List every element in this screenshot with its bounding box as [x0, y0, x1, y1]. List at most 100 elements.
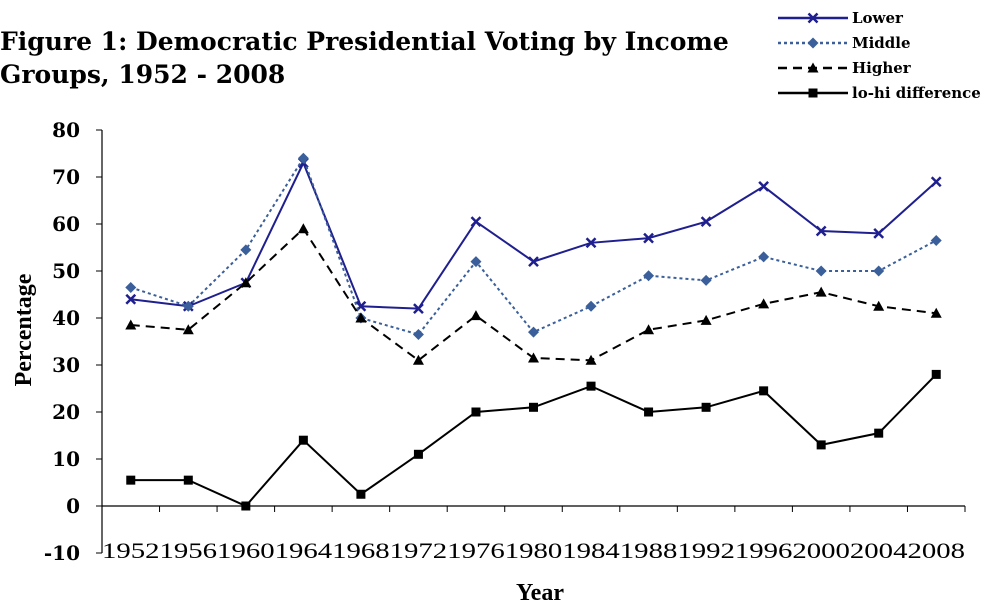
x-axis-label: Year: [516, 580, 564, 603]
data-point-square: [126, 475, 136, 485]
data-point-triangle: [758, 298, 770, 309]
data-point-square: [356, 489, 366, 499]
x-tick-label: 1996: [735, 538, 793, 563]
legend-item: Middle: [778, 34, 911, 52]
data-point-x: [643, 232, 654, 244]
data-point-square: [413, 449, 423, 459]
x-tick-label: 1976: [447, 538, 505, 563]
data-point-diamond: [528, 326, 539, 338]
data-point-square: [529, 402, 538, 412]
legend-label: lo-hi difference: [852, 84, 981, 102]
data-point-x: [758, 181, 770, 192]
data-point-triangle: [240, 277, 252, 288]
x-tick-label: 1992: [677, 538, 735, 563]
legend-item: Lower: [778, 9, 904, 27]
axes: -10 0 10 20 30 40 50 60 70 80 1952 1956 1960 1964 1968…: [44, 118, 966, 565]
legend-item: Higher: [778, 59, 912, 77]
data-point-triangle: [585, 354, 597, 365]
data-point-x: [873, 228, 885, 239]
data-point-square: [298, 435, 308, 445]
y-tick-label: 20: [52, 400, 80, 424]
data-point-x: [470, 216, 482, 228]
x-tick-label: 1968: [332, 538, 390, 563]
series-higher: [125, 223, 942, 365]
y-tick-label: -10: [44, 541, 80, 565]
x-tick-label: 1984: [562, 538, 620, 563]
data-point-square: [471, 407, 481, 417]
data-point-triangle: [470, 310, 482, 321]
legend-item: lo-hi difference: [778, 84, 981, 102]
data-point-diamond: [470, 256, 482, 268]
x-tick-label: 1960: [217, 538, 275, 563]
data-point-diamond: [873, 265, 885, 277]
legend-label: Middle: [852, 34, 911, 52]
data-point-triangle: [643, 324, 655, 335]
series-line: [130, 227, 937, 362]
y-tick-label: 10: [52, 447, 80, 471]
data-point-diamond: [182, 300, 194, 312]
y-tick-label: 80: [52, 118, 80, 142]
data-point-square: [931, 369, 941, 379]
data-point-x: [585, 237, 597, 249]
data-point-diamond: [240, 244, 252, 256]
data-point-triangle: [125, 319, 137, 330]
x-tick-label: 2004: [850, 538, 908, 563]
x-tick-label: 2008: [907, 538, 965, 563]
data-point-square: [874, 428, 884, 438]
chart-title-line-1: Figure 1: Democratic Presidential Voting…: [0, 27, 729, 56]
x-tick-label: 1980: [505, 538, 563, 563]
x-tick-label: 1956: [160, 538, 218, 563]
series-line: [130, 155, 937, 336]
x-tick-label: 1952: [102, 538, 160, 563]
data-point-triangle: [412, 354, 424, 365]
data-point-triangle: [700, 314, 712, 325]
legend-label: Lower: [852, 9, 904, 27]
data-point-triangle: [182, 324, 194, 335]
y-tick-label: 30: [52, 353, 80, 377]
data-point-x: [815, 225, 827, 237]
data-point-diamond: [125, 281, 137, 293]
legend-label: Higher: [852, 59, 912, 77]
x-tick-label: 2000: [792, 538, 850, 563]
data-point-diamond: [585, 300, 597, 312]
data-point-diamond: [297, 152, 309, 164]
data-point-square: [701, 402, 711, 412]
data-point-triangle: [297, 223, 309, 234]
data-point-diamond: [758, 251, 770, 263]
data-point-diamond: [815, 265, 827, 277]
data-point-diamond: [412, 328, 424, 340]
data-point-diamond: [930, 234, 942, 246]
data-point-square: [586, 381, 596, 391]
data-point-triangle: [355, 312, 367, 323]
y-tick-label: 0: [66, 494, 80, 518]
data-point-triangle: [815, 286, 827, 297]
data-point-x: [807, 12, 819, 24]
series-middle: [125, 152, 942, 340]
chart-title-line-2: Groups, 1952 - 2008: [0, 60, 285, 89]
x-tick-label: 1972: [390, 538, 448, 563]
data-point-x: [700, 216, 712, 228]
data-point-x: [413, 303, 424, 314]
series-line: [130, 373, 937, 508]
data-point-square: [808, 88, 818, 98]
data-point-diamond: [807, 37, 819, 49]
series-lo-hi-difference: [126, 369, 941, 511]
series-line: [130, 160, 937, 310]
data-point-diamond: [700, 274, 712, 286]
data-point-triangle: [807, 62, 819, 73]
chart-title: Figure 1: Democratic Presidential Voting…: [0, 27, 729, 89]
data-point-diamond: [643, 270, 655, 282]
series-lower: [125, 157, 942, 314]
x-tick-label: 1964: [275, 538, 333, 563]
data-point-square: [759, 386, 769, 396]
data-point-square: [241, 501, 251, 511]
data-point-triangle: [930, 307, 942, 318]
data-point-square: [183, 475, 193, 485]
data-point-square: [816, 440, 826, 450]
series-layer: [125, 152, 942, 511]
x-tick-label: 1988: [620, 538, 678, 563]
y-tick-label: 50: [52, 259, 80, 283]
y-axis-label: Percentage: [11, 273, 37, 386]
data-point-triangle: [528, 352, 539, 363]
